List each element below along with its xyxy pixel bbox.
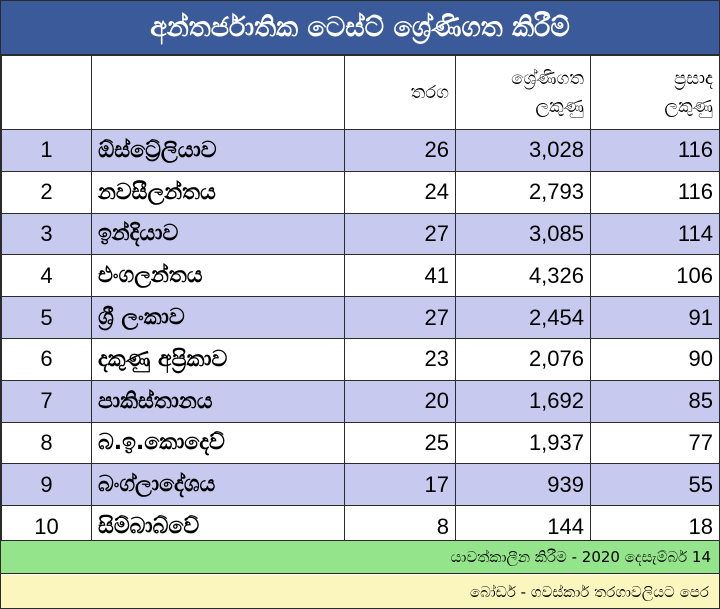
team-cell: ඉන්දියාව xyxy=(91,212,345,256)
header-rating: ප්‍රසාද ලකුණු xyxy=(590,55,720,130)
ranking-table: තරග ශ්‍රේණිගත ලකුණු ප්‍රසාද ලකුණු 1 ඕස්ට… xyxy=(1,55,720,548)
rank-cell: 4 xyxy=(1,254,92,298)
team-cell: එංගලන්තය xyxy=(91,254,345,298)
points-cell: 1,692 xyxy=(455,379,591,423)
rank-cell: 2 xyxy=(1,170,92,214)
rank-cell: 6 xyxy=(1,337,92,381)
updated-note: යාවත්කාලීන කිරීම - 2020 දෙසැම්බර් 14 xyxy=(1,540,719,574)
team-cell: ඕස්ට්‍රේලියාව xyxy=(91,129,345,172)
series-note: බෝඩර් - ගවස්කාර් තරගාවලියට පෙර xyxy=(1,575,719,608)
matches-cell: 26 xyxy=(344,129,456,172)
team-cell: පාකිස්තානය xyxy=(91,379,345,423)
points-cell: 4,326 xyxy=(455,254,591,298)
table-row: 7 පාකිස්තානය 20 1,692 85 xyxy=(1,379,720,423)
table-row: 9 බංග්ලාදේශය 17 939 55 xyxy=(1,463,720,507)
rating-cell: 55 xyxy=(590,463,720,507)
rank-cell: 9 xyxy=(1,463,92,507)
table-row: 3 ඉන්දියාව 27 3,085 114 xyxy=(1,212,720,256)
team-cell: බ.ඉ.කොදෙව් xyxy=(91,421,345,465)
matches-cell: 27 xyxy=(344,296,456,339)
points-cell: 939 xyxy=(455,463,591,507)
points-cell: 3,028 xyxy=(455,129,591,172)
table-header-row: තරග ශ්‍රේණිගත ලකුණු ප්‍රසාද ලකුණු xyxy=(1,55,720,130)
table-row: 1 ඕස්ට්‍රේලියාව 26 3,028 116 xyxy=(1,129,720,172)
matches-cell: 23 xyxy=(344,337,456,381)
rank-cell: 8 xyxy=(1,421,92,465)
table-title: අන්තර්ජාතික ටෙස්ට් ශ්‍රේණිගත කිරීම් xyxy=(1,1,719,55)
team-cell: ශ්‍රී ලංකාව xyxy=(91,296,345,339)
matches-cell: 41 xyxy=(344,254,456,298)
matches-cell: 25 xyxy=(344,421,456,465)
points-cell: 3,085 xyxy=(455,212,591,256)
rank-cell: 1 xyxy=(1,129,92,172)
rating-cell: 91 xyxy=(590,296,720,339)
team-cell: බංග්ලාදේශය xyxy=(91,463,345,507)
header-rank xyxy=(1,55,92,130)
rating-cell: 85 xyxy=(590,379,720,423)
rating-cell: 90 xyxy=(590,337,720,381)
matches-cell: 27 xyxy=(344,212,456,256)
rating-cell: 116 xyxy=(590,129,720,172)
team-cell: නවසීලන්තය xyxy=(91,170,345,214)
rating-cell: 114 xyxy=(590,212,720,256)
table-row: 4 එංගලන්තය 41 4,326 106 xyxy=(1,254,720,298)
points-cell: 1,937 xyxy=(455,421,591,465)
rank-cell: 7 xyxy=(1,379,92,423)
points-cell: 2,076 xyxy=(455,337,591,381)
rating-cell: 116 xyxy=(590,170,720,214)
header-matches: තරග xyxy=(344,55,456,130)
table-row: 5 ශ්‍රී ලංකාව 27 2,454 91 xyxy=(1,296,720,339)
table-row: 8 බ.ඉ.කොදෙව් 25 1,937 77 xyxy=(1,421,720,465)
team-cell: දකුණු අප්‍රිකාව xyxy=(91,337,345,381)
rank-cell: 5 xyxy=(1,296,92,339)
header-ranking-points: ශ්‍රේණිගත ලකුණු xyxy=(455,55,591,130)
rank-cell: 3 xyxy=(1,212,92,256)
points-cell: 2,793 xyxy=(455,170,591,214)
rating-cell: 106 xyxy=(590,254,720,298)
matches-cell: 17 xyxy=(344,463,456,507)
matches-cell: 24 xyxy=(344,170,456,214)
table-row: 6 දකුණු අප්‍රිකාව 23 2,076 90 xyxy=(1,337,720,381)
points-cell: 2,454 xyxy=(455,296,591,339)
table-row: 2 නවසීලන්තය 24 2,793 116 xyxy=(1,170,720,214)
rating-cell: 77 xyxy=(590,421,720,465)
matches-cell: 20 xyxy=(344,379,456,423)
header-team xyxy=(91,55,345,130)
